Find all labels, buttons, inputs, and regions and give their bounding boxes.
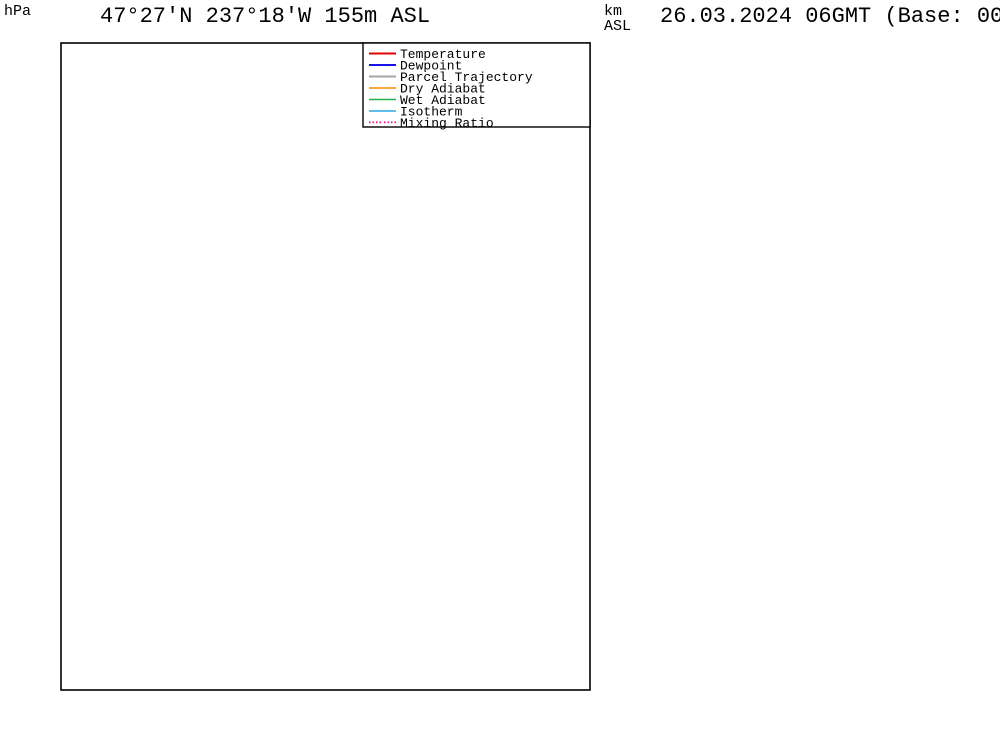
svg-text:26.03.2024 06GMT (Base: 00): 26.03.2024 06GMT (Base: 00) <box>660 4 1000 29</box>
svg-text:47°27'N 237°18'W 155m ASL: 47°27'N 237°18'W 155m ASL <box>100 4 430 29</box>
svg-text:Mixing Ratio: Mixing Ratio <box>400 116 494 131</box>
svg-text:hPa: hPa <box>4 3 31 20</box>
svg-text:ASL: ASL <box>604 18 631 35</box>
